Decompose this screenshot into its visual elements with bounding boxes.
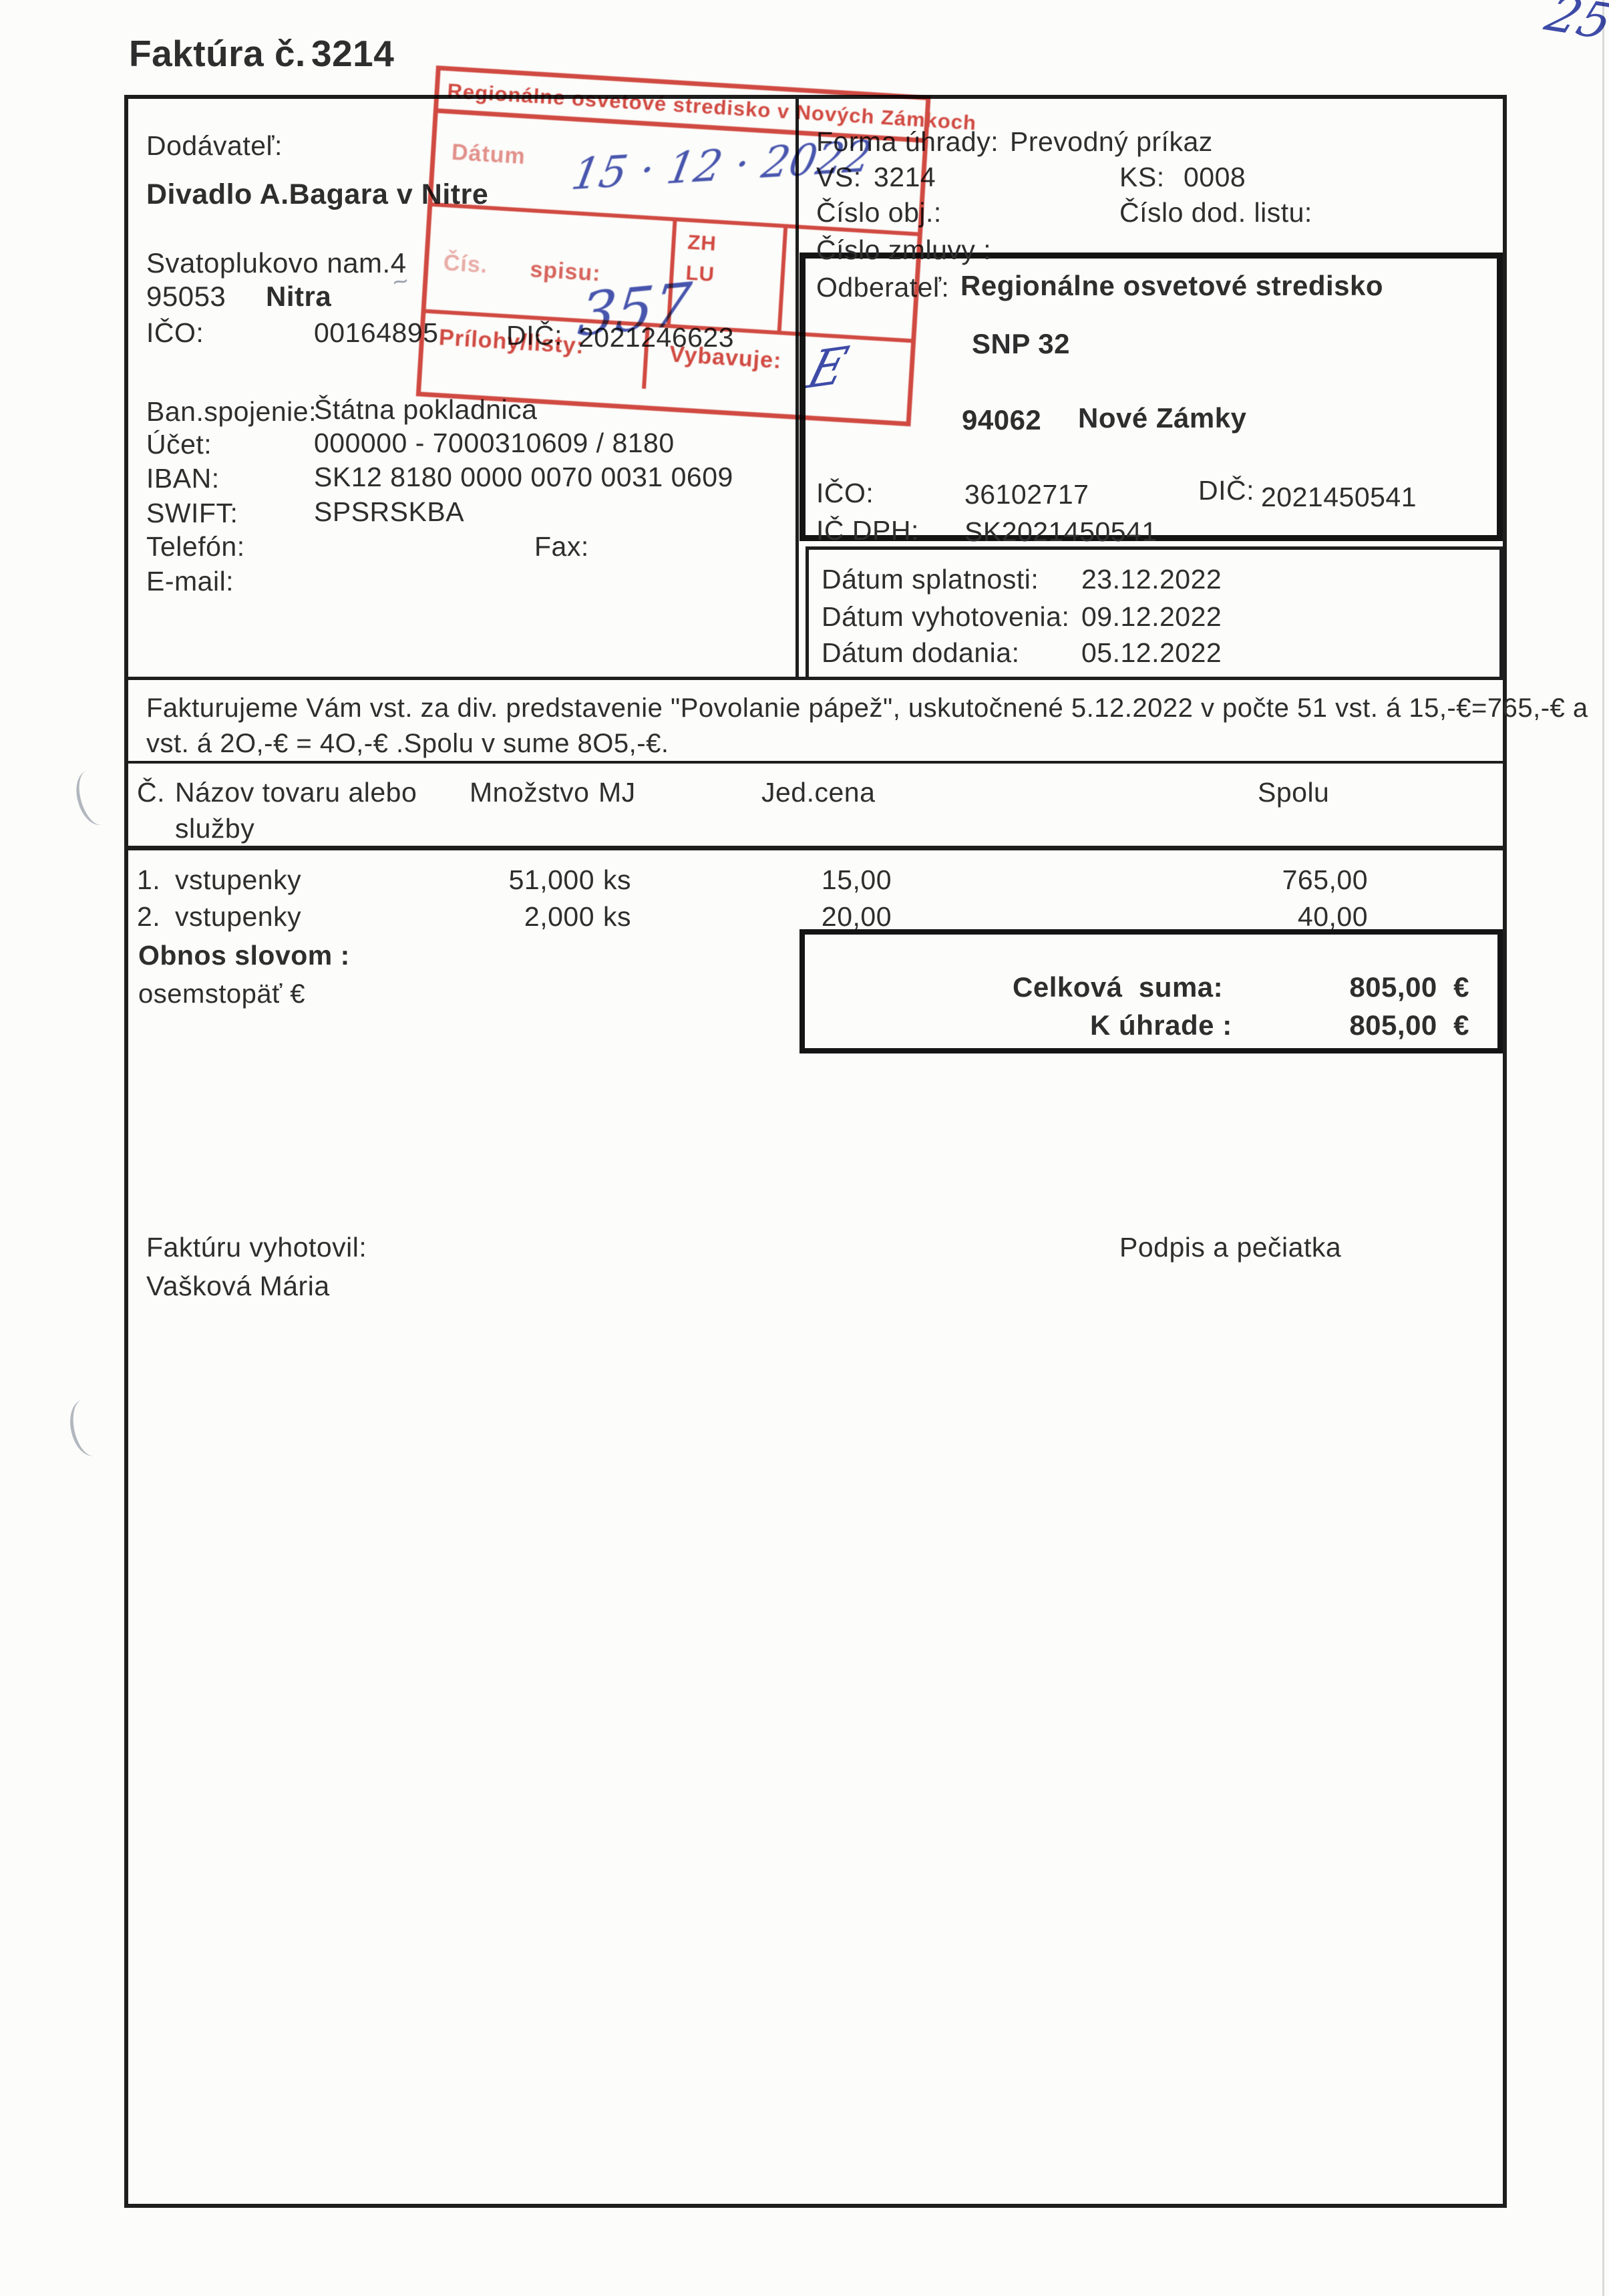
stamp-spisu-label-faded: Čís. — [442, 250, 489, 279]
handwritten-corner-note: 25 — [1538, 0, 1609, 51]
date-delivery-value: 05.12.2022 — [1081, 637, 1222, 668]
date-issued-value: 09.12.2022 — [1081, 601, 1222, 632]
dates-box — [806, 546, 1503, 680]
scan-artifact-curl — [70, 766, 119, 830]
customer-icdph-label: IČ DPH: — [816, 515, 919, 546]
supplier-ico-value: 00164895 — [314, 317, 439, 348]
date-delivery-label: Dátum dodania: — [822, 637, 1020, 668]
payment-cislo-obj-label: Číslo obj.: — [816, 197, 942, 228]
supplier-bank-value: Štátna pokladnica — [314, 394, 538, 425]
row-num: 2. — [137, 901, 161, 932]
payment-vs-label: VS: — [816, 162, 862, 192]
row-name: vstupenky — [175, 864, 302, 895]
description-line2: vst. á 2O,-€ = 4O,-€ .Spolu v sume 8O5,-… — [146, 729, 669, 758]
supplier-swift-value: SPSRSKBA — [314, 496, 465, 527]
customer-dic-value: 2021450541 — [1261, 482, 1417, 512]
row-num: 1. — [137, 864, 161, 895]
invoice-number: 3214 — [311, 33, 395, 74]
customer-box — [799, 253, 1503, 541]
payment-ks-value: 0008 — [1184, 162, 1246, 192]
amount-due-value: 805,00 € — [1349, 1009, 1469, 1041]
supplier-bank-label: Ban.spojenie: — [146, 396, 317, 427]
col-header-qty: Množstvo — [470, 777, 590, 808]
customer-street: SNP 32 — [972, 328, 1070, 359]
payment-forma-value: Prevodný príkaz — [1010, 126, 1213, 157]
payment-cislo-zmluvy-label: Číslo zmluvy : — [816, 234, 992, 265]
row-total: 40,00 — [1297, 901, 1368, 932]
supplier-iban-value: SK12 8180 0000 0070 0031 0609 — [314, 462, 733, 492]
supplier-phone-label: Telefón: — [146, 531, 245, 562]
totals-box — [799, 929, 1503, 1053]
row-qty: 51,000 — [508, 864, 594, 895]
amount-in-words-value: osemstopäť € — [138, 979, 306, 1009]
handwritten-file-number: 357 — [574, 269, 695, 350]
supplier-fax-label: Fax: — [534, 531, 589, 562]
date-due-label: Dátum splatnosti: — [822, 564, 1039, 595]
payment-cislo-dod-label: Číslo dod. listu: — [1119, 197, 1312, 228]
signature-label: Podpis a pečiatka — [1119, 1232, 1342, 1263]
customer-name: Regionálne osvetové stredisko — [960, 270, 1384, 301]
customer-city: Nové Zámky — [1078, 402, 1247, 434]
table-top-line — [124, 761, 1507, 764]
table-header-separator — [124, 846, 1507, 850]
col-header-unit-price: Jed.cena — [761, 777, 876, 808]
supplier-zip: 95053 — [146, 281, 226, 312]
row-unit-price: 15,00 — [821, 864, 892, 895]
row-qty: 2,000 — [524, 901, 594, 932]
total-label: Celková suma: — [1013, 971, 1224, 1003]
supplier-dic-value: 2021246623 — [578, 322, 735, 353]
stamp-zh: ZH — [687, 230, 717, 256]
col-header-total: Spolu — [1258, 777, 1330, 808]
col-header-name-2: služby — [175, 813, 255, 844]
col-header-unit: MJ — [598, 777, 636, 808]
outer-frame — [124, 95, 1507, 2208]
scan-edge-line — [1602, 0, 1604, 2296]
payment-forma-label: Forma úhrady: — [816, 126, 999, 157]
payment-vs-value: 3214 — [874, 162, 936, 192]
supplier-iban-label: IBAN: — [146, 463, 220, 494]
row-name: vstupenky — [175, 901, 302, 932]
scan-artifact-curl — [65, 1396, 112, 1460]
supplier-ico-label: IČO: — [146, 317, 204, 348]
payment-ks-label: KS: — [1119, 162, 1165, 192]
customer-label: Odberateľ: — [816, 272, 950, 303]
date-issued-label: Dátum vyhotovenia: — [822, 601, 1070, 632]
row-unit: ks — [603, 901, 631, 932]
header-vertical-divider — [795, 95, 799, 678]
supplier-account-value: 000000 - 7000310609 / 8180 — [314, 428, 675, 458]
col-header-name-1: Názov tovaru alebo — [175, 777, 417, 808]
customer-icdph-value: SK2021450541 — [964, 516, 1157, 547]
row-unit-price: 20,00 — [821, 901, 892, 932]
issued-by-name: Vašková Mária — [146, 1271, 330, 1301]
supplier-label: Dodávateľ: — [146, 130, 283, 161]
description-line1: Fakturujeme Vám vst. za div. predstaveni… — [146, 693, 1588, 723]
stamp-prilohy-label: Prílohy/listy: — [438, 325, 585, 359]
row-unit: ks — [603, 864, 631, 895]
supplier-city: Nitra — [266, 281, 332, 312]
page-title: Faktúra č. — [129, 33, 306, 74]
supplier-swift-label: SWIFT: — [146, 498, 238, 528]
supplier-street: Svatoplukovo nam.4 — [146, 247, 407, 279]
supplier-name: Divadlo A.Bagara v Nitre — [146, 178, 489, 210]
registry-stamp: Regionálne osvetové stredisko v Nových Z… — [415, 65, 977, 427]
customer-ico-label: IČO: — [816, 478, 874, 508]
total-value: 805,00 € — [1349, 971, 1469, 1003]
customer-ico-value: 36102717 — [964, 479, 1089, 510]
date-due-value: 23.12.2022 — [1081, 564, 1222, 595]
amount-in-words-label: Obnos slovom : — [138, 940, 350, 971]
stamp-vybavuje-label: Vybavuje: — [669, 341, 783, 374]
customer-zip: 94062 — [962, 404, 1042, 436]
customer-dic-label: DIČ: — [1198, 475, 1254, 506]
supplier-account-label: Účet: — [146, 429, 212, 460]
supplier-dic-label: DIČ: — [506, 320, 562, 351]
amount-due-label: K úhrade : — [1090, 1009, 1232, 1041]
issued-by-label: Faktúru vyhotovil: — [146, 1232, 367, 1263]
stamp-datum-label: Dátum — [450, 139, 526, 170]
col-header-num: Č. — [137, 777, 165, 808]
supplier-email-label: E-mail: — [146, 566, 234, 597]
row-total: 765,00 — [1282, 864, 1368, 895]
